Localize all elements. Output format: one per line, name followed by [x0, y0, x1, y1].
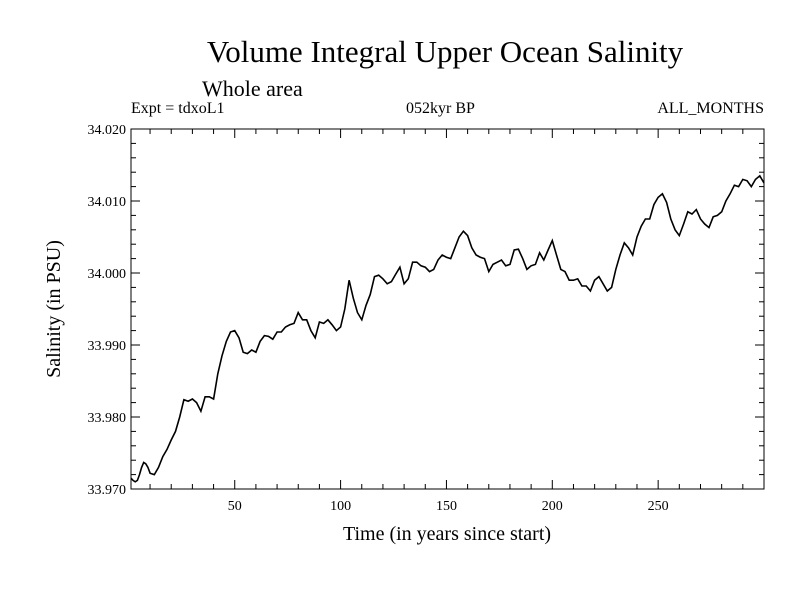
chart-subtitle: Whole area — [202, 76, 303, 101]
experiment-label: Expt = tdxoL1 — [131, 100, 225, 117]
y-tick-label: 34.010 — [88, 195, 127, 210]
y-tick-label: 33.970 — [88, 483, 127, 498]
chart-title: Volume Integral Upper Ocean Salinity — [206, 34, 684, 69]
x-axis-label: Time (in years since start) — [343, 523, 551, 545]
y-tick-label: 33.980 — [88, 411, 127, 426]
x-tick-label: 50 — [228, 499, 242, 514]
months-label: ALL_MONTHS — [657, 100, 764, 117]
plot-frame — [130, 128, 765, 490]
y-tick-label: 33.990 — [88, 339, 127, 354]
salinity-series-line — [130, 174, 765, 483]
y-tick-label: 34.000 — [88, 267, 127, 282]
x-tick-label: 200 — [542, 499, 563, 514]
y-tick-label: 34.020 — [88, 123, 127, 138]
x-tick-label: 150 — [436, 499, 457, 514]
period-label: 052kyr BP — [406, 100, 475, 117]
y-axis-label: Salinity (in PSU) — [43, 240, 65, 378]
x-tick-label: 250 — [648, 499, 669, 514]
x-tick-label: 100 — [330, 499, 351, 514]
